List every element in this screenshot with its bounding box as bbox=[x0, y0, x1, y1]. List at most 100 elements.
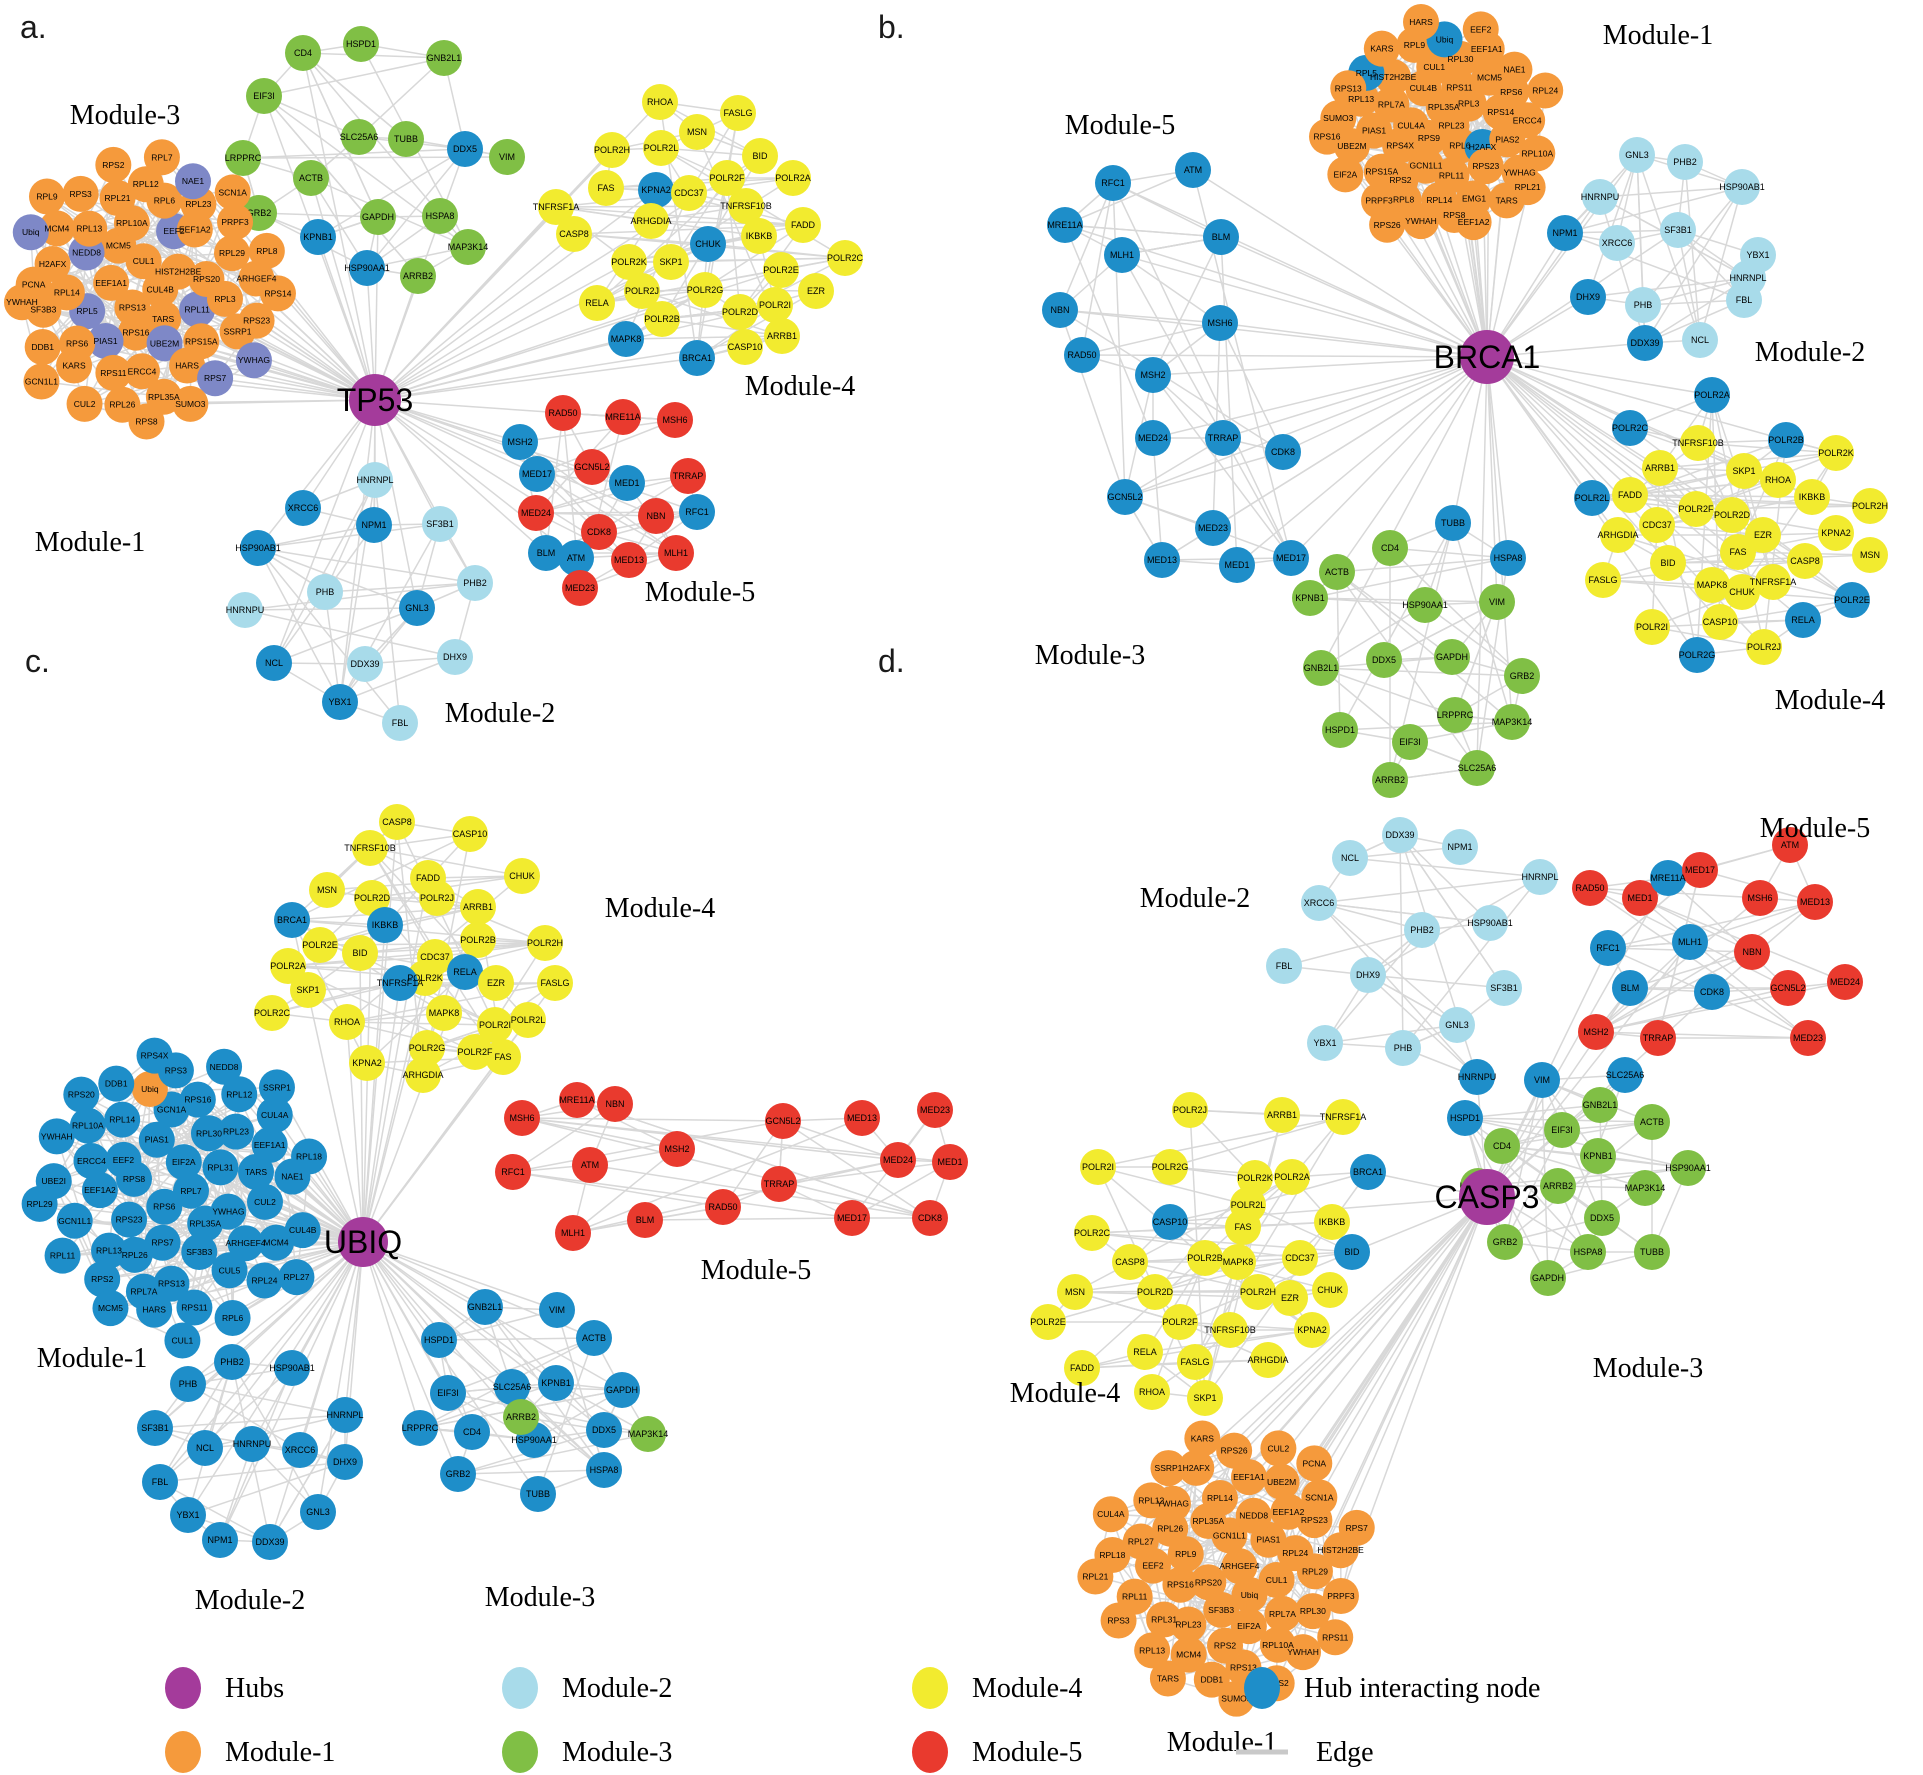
node-CUL4A[interactable] bbox=[1092, 1496, 1129, 1533]
node-RPL13[interactable] bbox=[71, 210, 108, 247]
node-GRB2[interactable] bbox=[440, 1456, 476, 1492]
node-POLR2B[interactable] bbox=[1187, 1240, 1223, 1276]
node-GNB2L1[interactable] bbox=[467, 1289, 503, 1325]
node-FAS[interactable] bbox=[485, 1039, 521, 1075]
node-XRCC6[interactable] bbox=[1599, 225, 1635, 261]
node-EIF2A[interactable] bbox=[1327, 156, 1364, 193]
node-SCN1A[interactable] bbox=[214, 174, 251, 211]
node-PHB[interactable] bbox=[1385, 1030, 1421, 1066]
node-BID[interactable] bbox=[742, 138, 778, 174]
node-BLM[interactable] bbox=[1203, 219, 1239, 255]
node-MED24[interactable] bbox=[1827, 964, 1863, 1000]
node-TUBB[interactable] bbox=[1435, 505, 1471, 541]
node-TRRAP[interactable] bbox=[761, 1166, 797, 1202]
node-KPNA2[interactable] bbox=[638, 172, 674, 208]
node-VIM[interactable] bbox=[489, 139, 525, 175]
node-RPL7[interactable] bbox=[172, 1172, 209, 1209]
node-CDK8[interactable] bbox=[1694, 974, 1730, 1010]
node-RPL23[interactable] bbox=[217, 1113, 254, 1150]
node-RPL29[interactable] bbox=[21, 1185, 58, 1222]
node-GAPDH[interactable] bbox=[1530, 1260, 1566, 1296]
node-MSH6[interactable] bbox=[1742, 880, 1778, 916]
node-POLR2C[interactable] bbox=[827, 240, 863, 276]
node-RPS16[interactable] bbox=[1162, 1566, 1199, 1603]
node-YWHAH[interactable] bbox=[1285, 1634, 1322, 1671]
node-PHB2[interactable] bbox=[1667, 144, 1703, 180]
node-CUL2[interactable] bbox=[246, 1183, 283, 1220]
node-HSPD1[interactable] bbox=[343, 26, 379, 62]
node-SKP1[interactable] bbox=[290, 972, 326, 1008]
node-ARHGEF4[interactable] bbox=[1221, 1548, 1258, 1585]
node-VIM[interactable] bbox=[539, 1292, 575, 1328]
node-SLC25A6[interactable] bbox=[1607, 1057, 1643, 1093]
node-POLR2J[interactable] bbox=[419, 880, 455, 916]
node-POLR2K[interactable] bbox=[611, 244, 647, 280]
node-GCN5L2[interactable] bbox=[1107, 479, 1143, 515]
node-CASP10[interactable] bbox=[1702, 604, 1738, 640]
node-CDC37[interactable] bbox=[1639, 507, 1675, 543]
node-MSH2[interactable] bbox=[502, 424, 538, 460]
node-POLR2C[interactable] bbox=[1612, 410, 1648, 446]
node-CD4[interactable] bbox=[1372, 530, 1408, 566]
node-EEF1A1[interactable] bbox=[251, 1127, 288, 1164]
node-RPS16[interactable] bbox=[117, 314, 154, 351]
node-HSPA8[interactable] bbox=[422, 198, 458, 234]
node-BID[interactable] bbox=[1334, 1234, 1370, 1270]
node-RPL27[interactable] bbox=[278, 1259, 315, 1296]
node-RPL31[interactable] bbox=[202, 1149, 239, 1186]
node-POLR2I[interactable] bbox=[477, 1007, 513, 1043]
node-RPL7A[interactable] bbox=[1264, 1595, 1301, 1632]
node-FAS[interactable] bbox=[1720, 534, 1756, 570]
node-EEF1A2[interactable] bbox=[81, 1172, 118, 1209]
node-SCN1A[interactable] bbox=[1301, 1479, 1338, 1516]
node-RFC1[interactable] bbox=[1590, 930, 1626, 966]
node-RAD50[interactable] bbox=[1572, 870, 1608, 906]
node-POLR2A[interactable] bbox=[775, 160, 811, 196]
node-GAPDH[interactable] bbox=[604, 1372, 640, 1408]
node-RPS4X[interactable] bbox=[136, 1037, 173, 1074]
node-Ubiq[interactable] bbox=[1231, 1576, 1268, 1613]
node-MED13[interactable] bbox=[611, 542, 647, 578]
node-HARS[interactable] bbox=[169, 347, 206, 384]
node-XRCC6[interactable] bbox=[1301, 885, 1337, 921]
node-RPL7[interactable] bbox=[143, 139, 180, 176]
node-NBN[interactable] bbox=[597, 1086, 633, 1122]
node-POLR2K[interactable] bbox=[1237, 1160, 1273, 1196]
node-RELA[interactable] bbox=[579, 285, 615, 321]
node-Ubiq[interactable] bbox=[131, 1070, 168, 1107]
node-POLR2H[interactable] bbox=[1852, 488, 1888, 524]
node-POLR2E[interactable] bbox=[763, 252, 799, 288]
node-MRE11A[interactable] bbox=[605, 399, 641, 435]
node-MRE11A[interactable] bbox=[1650, 860, 1686, 896]
node-CASP8[interactable] bbox=[379, 804, 415, 840]
node-NBN[interactable] bbox=[1734, 934, 1770, 970]
node-TARS[interactable] bbox=[1149, 1660, 1186, 1697]
node-RPL14[interactable] bbox=[1201, 1479, 1238, 1516]
node-NBN[interactable] bbox=[1042, 292, 1078, 328]
node-DDB1[interactable] bbox=[1193, 1661, 1230, 1698]
node-CASP10[interactable] bbox=[1152, 1204, 1188, 1240]
node-RPL9[interactable] bbox=[28, 178, 65, 215]
node-RPS16[interactable] bbox=[1308, 118, 1345, 155]
node-HSPD1[interactable] bbox=[421, 1322, 457, 1358]
node-KARS[interactable] bbox=[1363, 30, 1400, 67]
node-RELA[interactable] bbox=[1127, 1334, 1163, 1370]
node-PIAS1[interactable] bbox=[87, 322, 124, 359]
node-CUL4A[interactable] bbox=[256, 1096, 293, 1133]
node-ATM[interactable] bbox=[1772, 827, 1808, 863]
node-CUL5[interactable] bbox=[211, 1252, 248, 1289]
node-BLM[interactable] bbox=[528, 535, 564, 571]
node-CD4[interactable] bbox=[454, 1414, 490, 1450]
node-CHUK[interactable] bbox=[1724, 574, 1760, 610]
node-MSH6[interactable] bbox=[1202, 305, 1238, 341]
node-GNB2L1[interactable] bbox=[1582, 1087, 1618, 1123]
node-RFC1[interactable] bbox=[495, 1154, 531, 1190]
node-PRPF3[interactable] bbox=[217, 204, 254, 241]
node-GCN1L1[interactable] bbox=[23, 363, 60, 400]
node-NPM1[interactable] bbox=[356, 507, 392, 543]
node-RPS11[interactable] bbox=[1441, 69, 1478, 106]
node-POLR2I[interactable] bbox=[1080, 1149, 1116, 1185]
node-POLR2A[interactable] bbox=[1274, 1159, 1310, 1195]
node-NEDD8[interactable] bbox=[1235, 1497, 1272, 1534]
hub-CASP3[interactable] bbox=[1459, 1169, 1515, 1225]
